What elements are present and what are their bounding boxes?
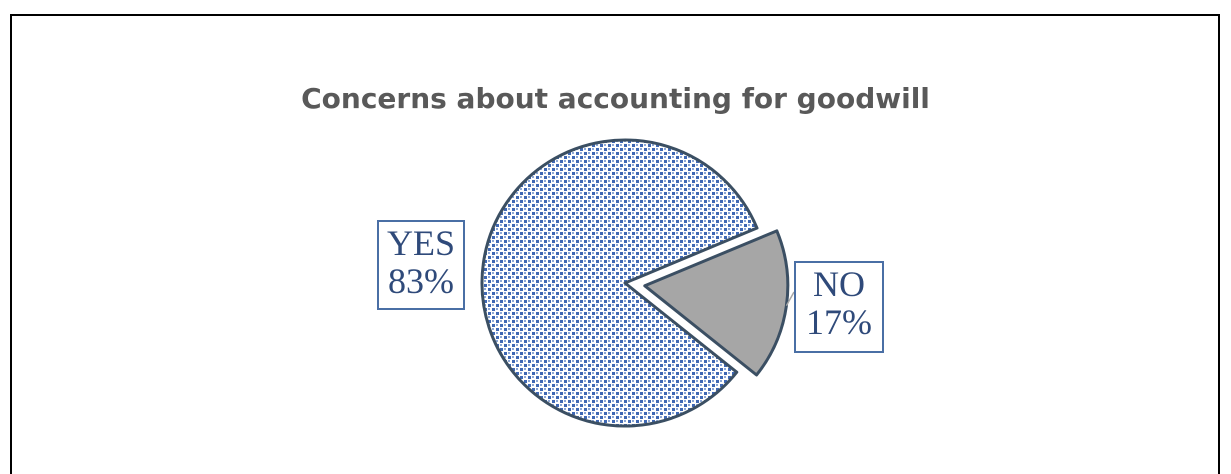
pie-slice-yes (480, 138, 759, 428)
pie-chart (480, 138, 795, 428)
slice-label-no-name: NO (813, 264, 865, 304)
no-leader-line (785, 291, 795, 307)
chart-title: Concerns about accounting for goodwill (301, 82, 930, 115)
slice-label-no: NO 17% (794, 261, 884, 353)
slice-label-no-value: 17% (806, 302, 872, 342)
chart-frame (10, 14, 1220, 474)
slice-label-yes-name: YES (386, 223, 455, 263)
slice-label-yes-value: 83% (388, 261, 454, 301)
slice-label-yes: YES 83% (377, 220, 465, 310)
